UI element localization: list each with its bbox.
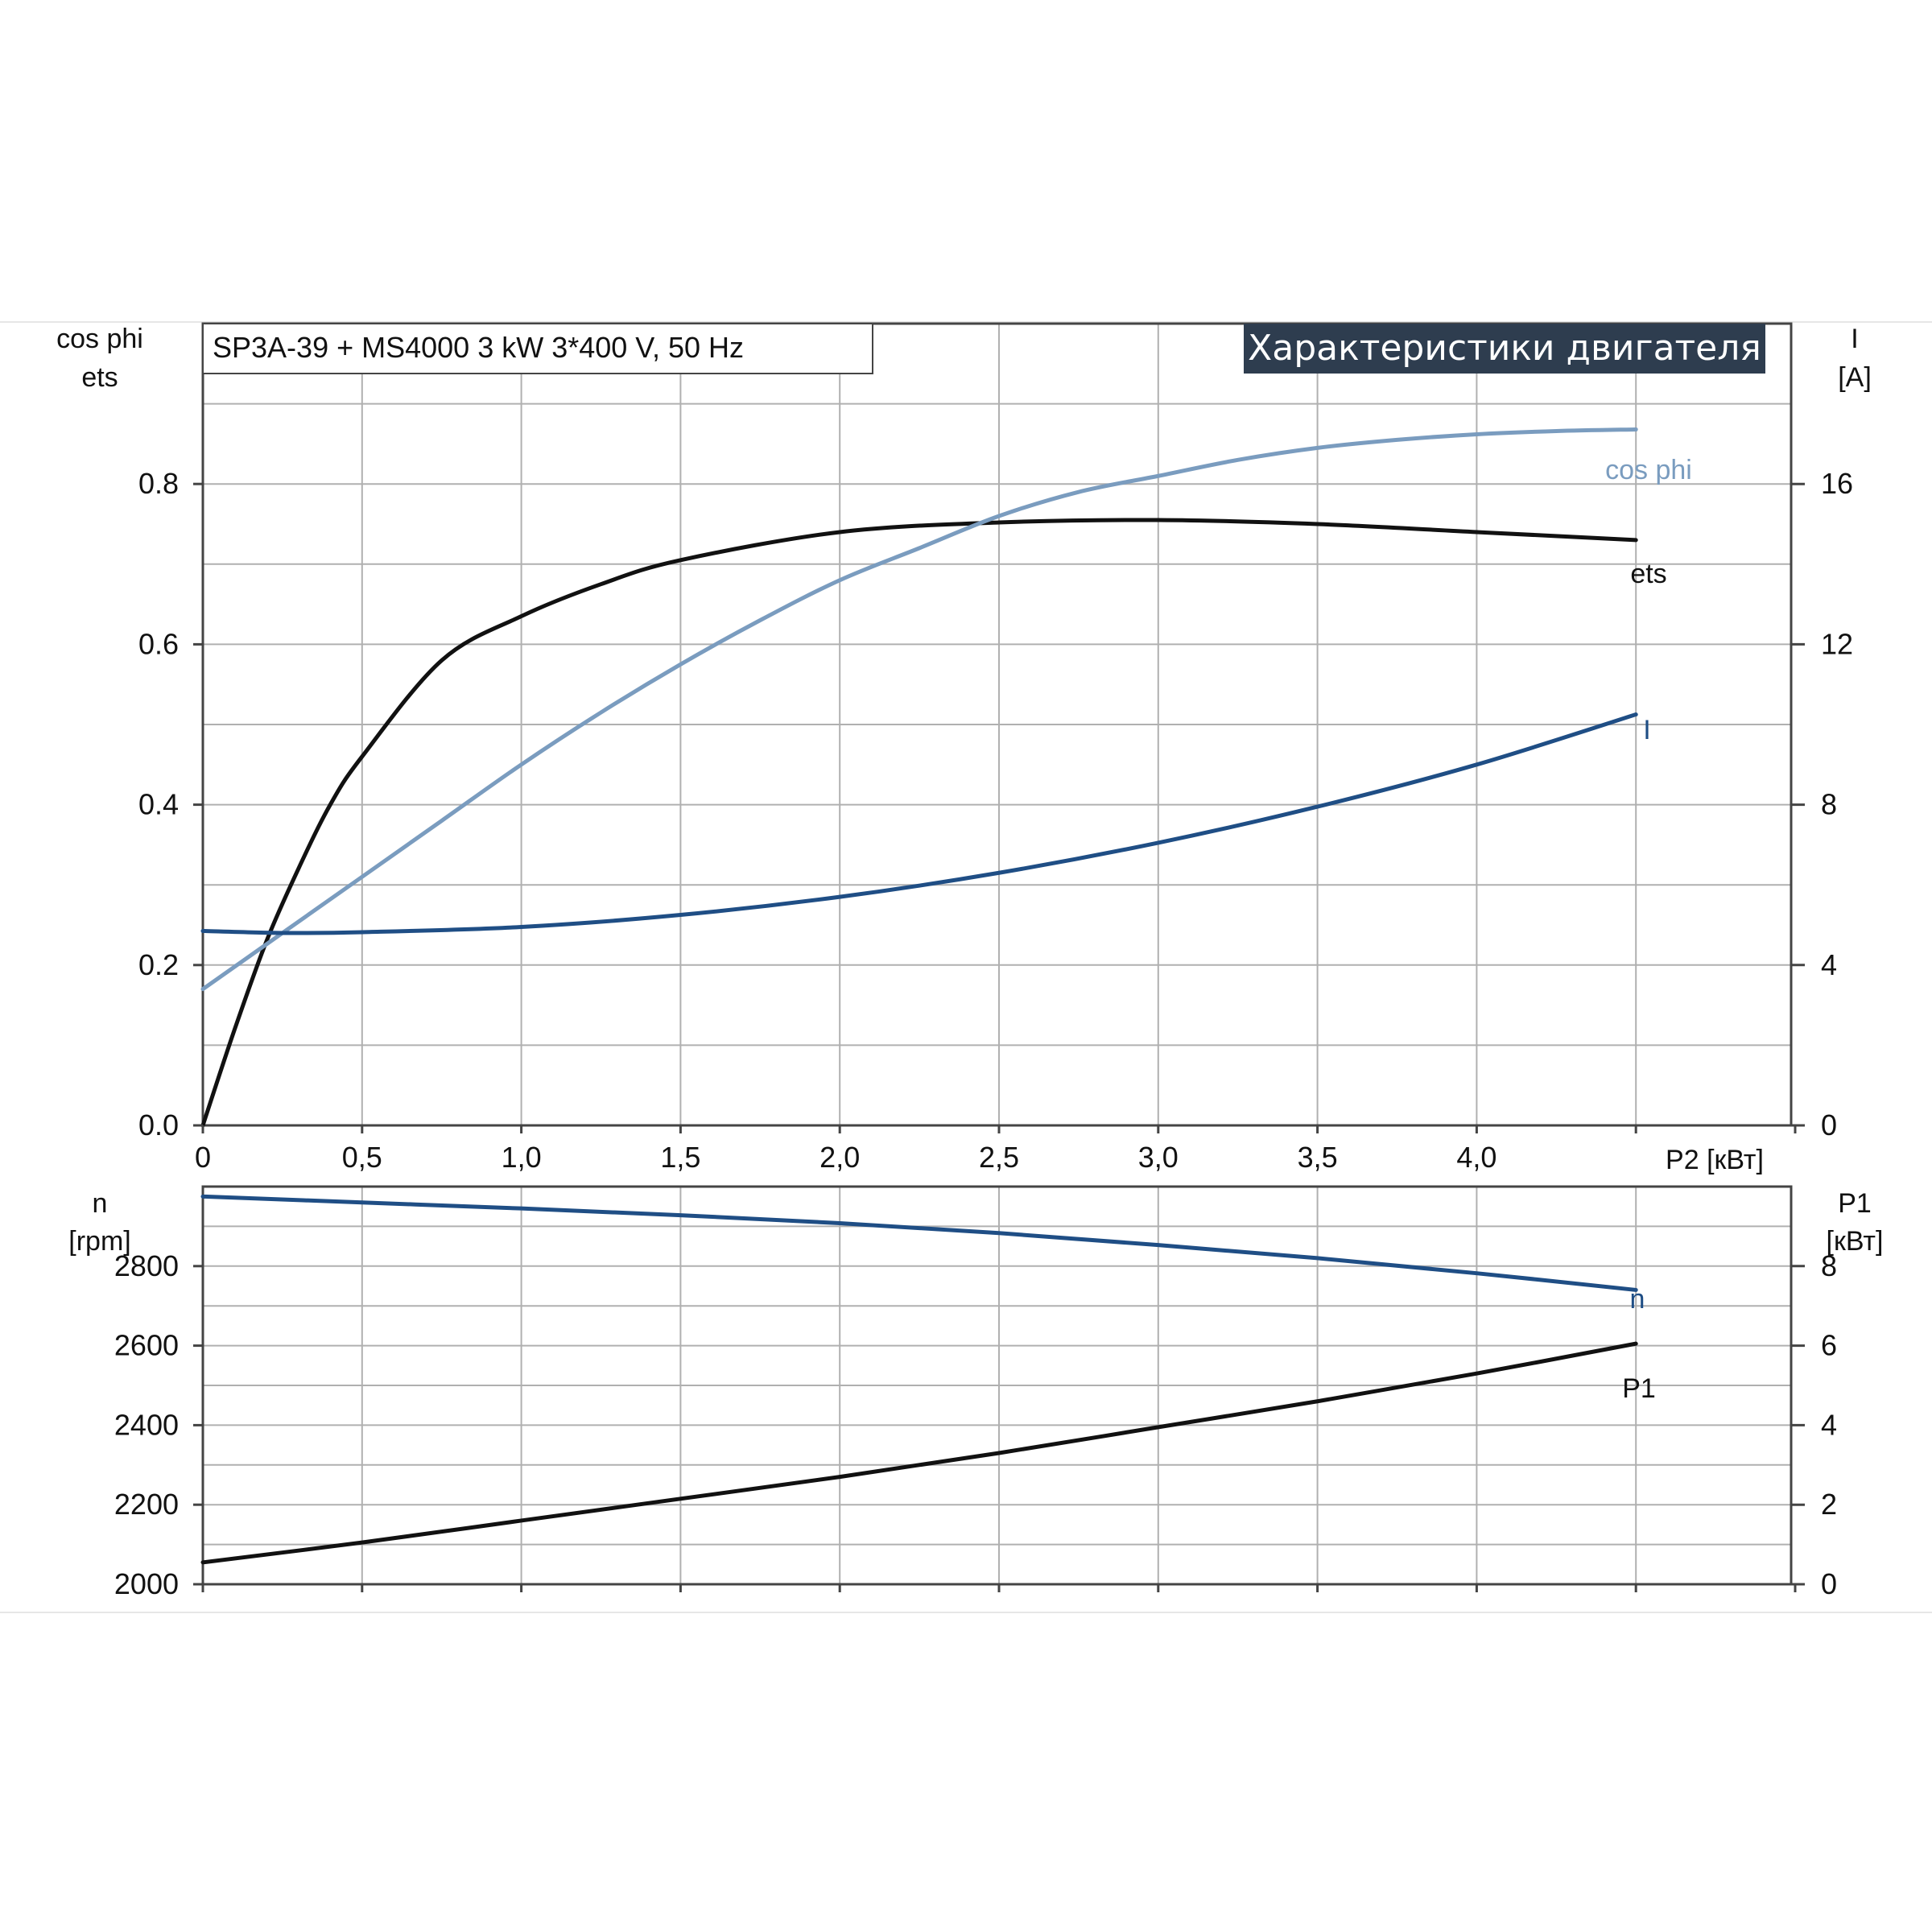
x-tick-label: 4,0: [1456, 1141, 1496, 1174]
left-tick-label: 2600: [114, 1329, 179, 1362]
x-tick-label: 3,0: [1138, 1141, 1179, 1174]
left-tick-label: 0.8: [138, 467, 179, 500]
left-tick-label: 0.6: [138, 627, 179, 660]
right-tick-label: 4: [1821, 948, 1837, 981]
subtitle-box: SP3A-39 + MS4000 3 kW 3*400 V, 50 Hz: [202, 323, 873, 374]
bottom-left-axis-label-line2: [rpm]: [68, 1226, 130, 1257]
series-label-p1: P1: [1622, 1373, 1656, 1404]
bottom-left-axis-label-line1: n: [93, 1188, 108, 1219]
title-box: Характеристики двигателя: [1244, 324, 1765, 374]
top-left-axis-label-line1: cos phi: [56, 324, 143, 354]
bottom-right-axis-label-line2: [кВт]: [1827, 1226, 1884, 1257]
left-tick-label: 0.4: [138, 788, 179, 821]
right-tick-label: 0: [1821, 1567, 1837, 1600]
x-tick-label: 0: [195, 1141, 211, 1174]
right-tick-label: 4: [1821, 1408, 1837, 1441]
x-tick-label: 1,0: [502, 1141, 542, 1174]
right-tick-label: 12: [1821, 627, 1853, 660]
top-plot-frame: [201, 322, 1793, 1127]
right-tick-label: 8: [1821, 1249, 1837, 1282]
subtitle: SP3A-39 + MS4000 3 kW 3*400 V, 50 Hz: [213, 331, 744, 364]
x-axis-label: P2 [кВт]: [1666, 1145, 1764, 1175]
left-tick-label: 0.0: [138, 1108, 179, 1141]
left-tick-label: 2800: [114, 1249, 179, 1282]
bottom-plot-frame: [201, 1185, 1793, 1586]
chart-title: Характеристики двигателя: [1248, 328, 1761, 369]
series-label-n: n: [1630, 1284, 1645, 1315]
series-line-i: [200, 712, 1638, 935]
series-line-p1: [200, 1341, 1638, 1565]
top-right-axis-label-line1: I: [1851, 324, 1858, 354]
top-right-axis-label-line2: [A]: [1838, 362, 1872, 393]
left-tick-label: 2400: [114, 1408, 179, 1441]
series-label-i: I: [1643, 715, 1650, 745]
bottom-right-axis-label-line1: P1: [1838, 1188, 1872, 1219]
series-label-ets: ets: [1630, 559, 1666, 589]
x-tick-label: 2,5: [979, 1141, 1019, 1174]
x-tick-label: 2,0: [819, 1141, 860, 1174]
left-tick-label: 2200: [114, 1488, 179, 1521]
left-tick-label: 2000: [114, 1567, 179, 1600]
x-tick-label: 0,5: [342, 1141, 382, 1174]
right-tick-label: 8: [1821, 788, 1837, 821]
right-tick-label: 6: [1821, 1329, 1837, 1362]
x-tick-label: 3,5: [1298, 1141, 1338, 1174]
right-tick-label: 16: [1821, 467, 1853, 500]
left-tick-label: 0.2: [138, 948, 179, 981]
x-tick-label: 1,5: [660, 1141, 700, 1174]
series-label-cos-phi: cos phi: [1605, 455, 1692, 485]
series-line-cos-phi: [200, 427, 1638, 992]
right-tick-label: 2: [1821, 1488, 1837, 1521]
series-line-ets: [200, 518, 1638, 1128]
series-line-n: [200, 1194, 1638, 1292]
right-tick-label: 0: [1821, 1108, 1837, 1141]
top-left-axis-label-line2: ets: [81, 362, 118, 393]
